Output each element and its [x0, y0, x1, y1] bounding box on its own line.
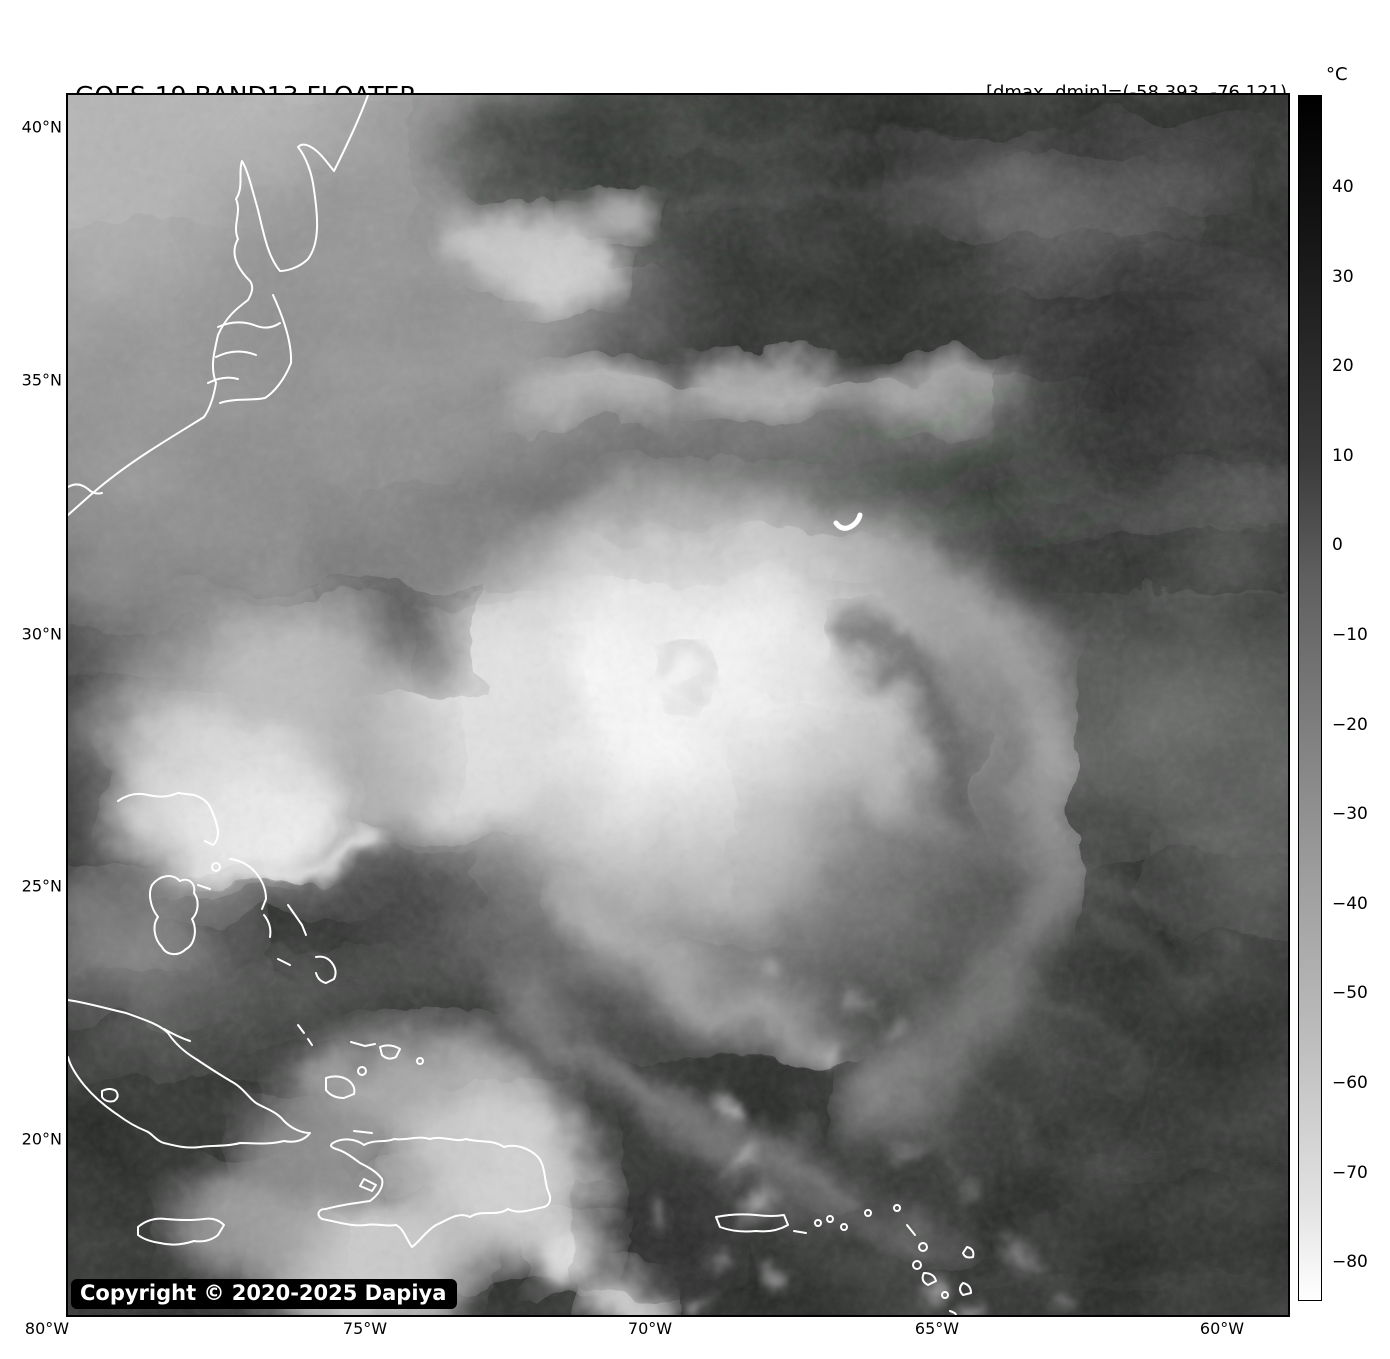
colorbar-tick-label: −20: [1332, 715, 1368, 735]
colorbar-unit-label: °C: [1326, 64, 1348, 85]
copyright-badge: Copyright © 2020-2025 Dapiya: [71, 1279, 458, 1309]
lat-tick-label: 40°N: [21, 117, 62, 137]
satellite-scene: [68, 95, 1288, 1315]
colorbar-tick-label: 30: [1332, 267, 1354, 287]
colorbar-tick-label: −70: [1332, 1163, 1368, 1183]
lon-tick-label: 75°W: [342, 1319, 388, 1338]
cuba-coastline: [68, 999, 311, 1149]
colorbar-tick-label: 20: [1332, 356, 1354, 376]
hispaniola-coastline: [317, 1130, 552, 1248]
outer-banks: [219, 294, 293, 404]
lat-tick-label: 20°N: [21, 1129, 62, 1149]
lon-tick-label: 65°W: [914, 1319, 960, 1338]
puerto-rico-antilles-coastlines: [715, 1204, 975, 1315]
coastlines: [68, 95, 975, 1315]
colorbar-tick-label: −30: [1332, 804, 1368, 824]
colorbar-gradient: [1298, 95, 1322, 1301]
colorbar-tick-label: 10: [1332, 446, 1354, 466]
lat-tick-label: 25°N: [21, 876, 62, 896]
colorbar-tick-label: −50: [1332, 983, 1368, 1003]
bahamas-coastlines: [117, 792, 424, 1099]
colorbar-tick-label: 0: [1332, 535, 1343, 555]
colorbar-tick-label: −10: [1332, 625, 1368, 645]
us-east-coastline: [68, 95, 369, 516]
jamaica-coastline: [137, 1217, 225, 1246]
lon-tick-label: 60°W: [1199, 1319, 1245, 1338]
map-frame: Copyright © 2020-2025 Dapiya: [66, 93, 1290, 1317]
colorbar-tick-label: −60: [1332, 1073, 1368, 1093]
grain-overlay: [68, 95, 1288, 1315]
colorbar-tick-label: −40: [1332, 894, 1368, 914]
bermuda-coastline: [833, 512, 863, 531]
colorbar-tick-label: −80: [1332, 1252, 1368, 1272]
lon-tick-label: 80°W: [24, 1319, 70, 1338]
colorbar-tick-label: 40: [1332, 177, 1354, 197]
lon-tick-label: 70°W: [627, 1319, 673, 1338]
lat-tick-label: 35°N: [21, 370, 62, 390]
lat-tick-label: 30°N: [21, 624, 62, 644]
